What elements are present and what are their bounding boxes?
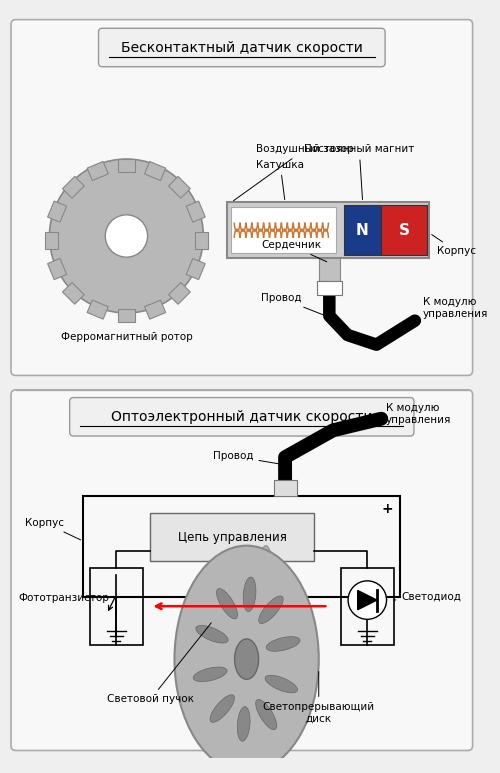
Text: Световой пучок: Световой пучок [107,623,211,704]
Text: Корпус: Корпус [432,234,476,256]
Bar [144,300,166,319]
Bar [48,258,66,280]
Circle shape [348,581,387,619]
Text: Бесконтактный датчик скорости: Бесконтактный датчик скорости [121,40,362,55]
FancyBboxPatch shape [11,390,472,751]
Ellipse shape [265,676,298,693]
Bar [186,201,205,222]
Text: Фототранзистор: Фототранзистор [18,594,110,606]
Ellipse shape [238,707,250,741]
Bar [317,281,342,295]
Text: Воздушный зазор: Воздушный зазор [234,145,354,201]
FancyBboxPatch shape [11,19,472,376]
Bar [83,495,400,597]
Ellipse shape [252,546,280,772]
Bar [118,158,135,172]
Text: К модулю
управления: К модулю управления [422,298,488,319]
Bar [318,258,340,285]
Text: Постоянный магнит: Постоянный магнит [304,145,414,199]
Bar [144,162,166,181]
Text: N: N [356,223,368,238]
Bar [118,308,135,322]
Text: Провод: Провод [261,294,336,319]
Ellipse shape [196,625,228,643]
Text: Светодиод: Светодиод [394,592,462,602]
Ellipse shape [216,588,238,619]
Ellipse shape [210,695,234,722]
Bar [168,282,190,305]
Bar [274,480,296,495]
Text: S: S [399,223,410,238]
Text: Катушка: Катушка [256,160,304,199]
Ellipse shape [256,700,276,730]
Bar [382,205,428,255]
Bar [341,568,394,645]
Text: Сердечник: Сердечник [261,240,327,262]
Bar [194,232,208,249]
Bar [231,207,336,254]
Text: Ферромагнитный ротор: Ферромагнитный ротор [60,332,192,342]
Bar [87,300,108,319]
Bar [168,176,190,198]
Ellipse shape [234,639,258,679]
Text: Оптоэлектронный датчик скорости: Оптоэлектронный датчик скорости [111,410,372,424]
Ellipse shape [266,637,300,652]
Bar [344,205,381,255]
Text: Светопрерывающий
диск: Светопрерывающий диск [262,672,375,724]
Ellipse shape [174,546,318,772]
Bar [186,258,205,280]
Text: Цепь управления: Цепь управления [178,530,286,543]
Polygon shape [358,591,377,610]
Bar [62,176,84,198]
Text: +: + [381,502,393,516]
Ellipse shape [243,577,256,611]
FancyBboxPatch shape [70,397,414,436]
Bar [228,203,430,258]
Bar [87,162,108,181]
FancyBboxPatch shape [98,29,385,66]
Circle shape [105,215,148,257]
Text: К модулю
управления: К модулю управления [386,403,452,424]
Circle shape [50,159,203,313]
Ellipse shape [259,596,283,624]
Bar [62,282,84,305]
Bar [90,568,143,645]
Text: Корпус: Корпус [26,518,80,540]
Bar [44,232,58,249]
Bar [150,513,314,561]
Bar [48,201,66,222]
Ellipse shape [194,667,227,682]
Text: Провод: Провод [213,451,282,465]
